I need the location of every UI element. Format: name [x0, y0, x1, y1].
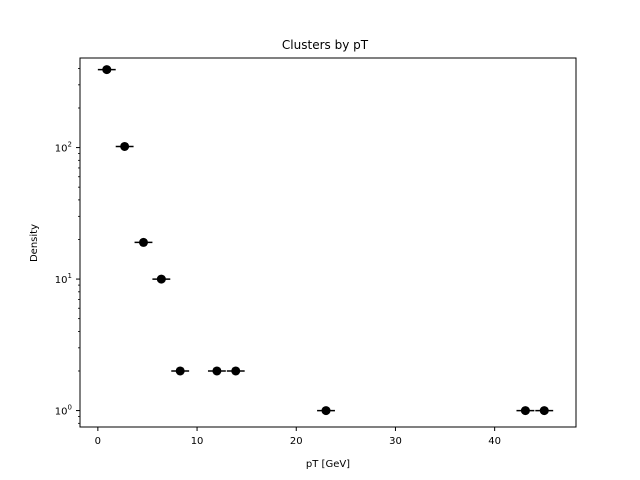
y-tick-exponent: 0 — [68, 404, 72, 412]
data-point — [212, 366, 222, 376]
y-tick-label: 102 — [55, 141, 72, 155]
y-tick-base: 10 — [55, 407, 68, 418]
x-axis-label: pT [GeV] — [306, 459, 350, 470]
plot-frame — [79, 57, 577, 428]
y-tick-exponent: 1 — [68, 272, 72, 280]
x-tick-label: 20 — [290, 436, 303, 447]
chart-title: Clusters by pT — [282, 38, 369, 52]
data-point — [138, 237, 148, 247]
y-tick-base: 10 — [55, 275, 68, 286]
data-point — [120, 141, 130, 151]
data-point — [102, 65, 112, 75]
y-tick-label: 100 — [55, 404, 72, 418]
data-point — [231, 366, 241, 376]
y-tick-exponent: 2 — [68, 141, 72, 149]
x-tick-label: 30 — [389, 436, 402, 447]
data-point — [156, 274, 166, 284]
data-point — [539, 406, 549, 416]
plot-points — [97, 65, 554, 416]
y-tick-label: 101 — [55, 272, 72, 286]
y-axis-label: Density — [29, 224, 40, 262]
x-axis: 0 10 20 30 40 — [95, 427, 501, 447]
data-point — [321, 406, 331, 416]
x-tick-label: 0 — [95, 436, 101, 447]
x-tick-label: 40 — [488, 436, 501, 447]
data-point — [520, 406, 530, 416]
x-tick-label: 10 — [191, 436, 204, 447]
data-point — [175, 366, 185, 376]
y-tick-base: 10 — [55, 144, 68, 155]
